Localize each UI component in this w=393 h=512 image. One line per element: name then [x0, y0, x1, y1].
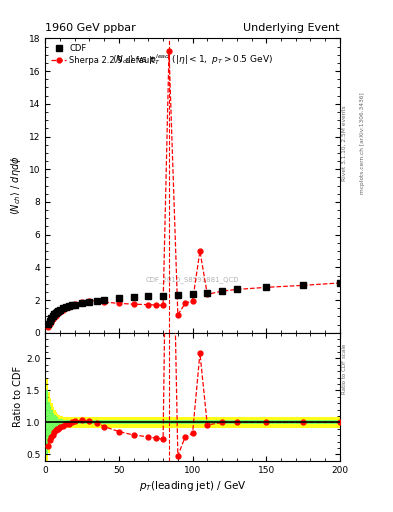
Text: 1960 GeV ppbar: 1960 GeV ppbar: [45, 23, 136, 33]
Legend: CDF, Sherpa 2.2.9 default: CDF, Sherpa 2.2.9 default: [50, 42, 157, 67]
Text: mcplots.cern.ch [arXiv:1306.3436]: mcplots.cern.ch [arXiv:1306.3436]: [360, 93, 365, 194]
Text: CDF_2010_S8591881_QCD: CDF_2010_S8591881_QCD: [146, 276, 239, 283]
Y-axis label: $\langle N_{ch}\rangle\ /\ d\eta d\phi$: $\langle N_{ch}\rangle\ /\ d\eta d\phi$: [9, 156, 23, 216]
Y-axis label: Ratio to CDF: Ratio to CDF: [13, 366, 23, 428]
Text: Underlying Event: Underlying Event: [243, 23, 340, 33]
X-axis label: $p_T$(leading jet) / GeV: $p_T$(leading jet) / GeV: [139, 479, 246, 493]
Text: Ratio to CDF scale: Ratio to CDF scale: [342, 344, 347, 394]
Text: Rivet 3.1.10, 2.5M events: Rivet 3.1.10, 2.5M events: [342, 105, 347, 181]
Text: $\langle N_{ch}\rangle$ vs $p_T^{lead}$ ($|\eta| < 1,\ p_T > 0.5$ GeV): $\langle N_{ch}\rangle$ vs $p_T^{lead}$ …: [112, 52, 273, 67]
